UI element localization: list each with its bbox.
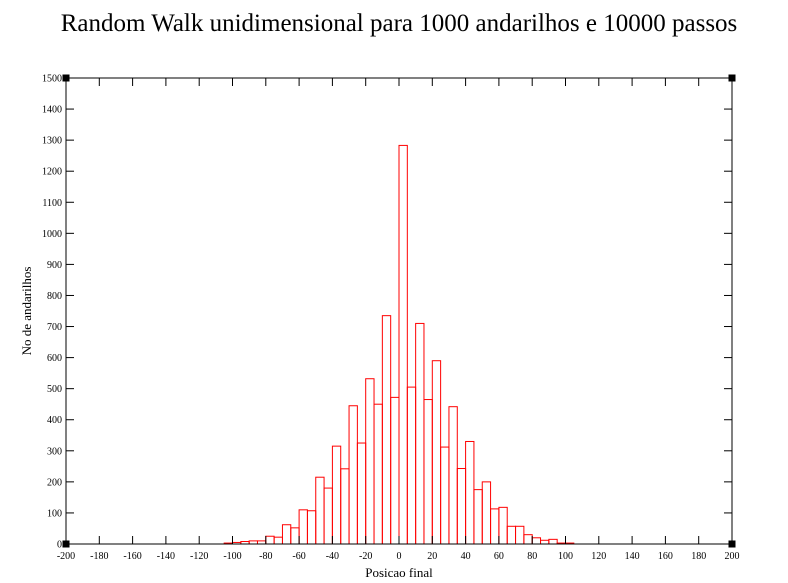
histogram-bar — [498, 506, 508, 545]
histogram-bar — [490, 508, 500, 545]
histogram-bar — [523, 534, 533, 545]
y-tick-label: 800 — [47, 291, 62, 302]
x-tick-label: -120 — [190, 551, 208, 562]
histogram-bar — [398, 144, 408, 545]
histogram-bar — [540, 539, 550, 545]
histogram-bar — [515, 525, 525, 545]
axis-ticks: -200 -180 -160 -140 -120 -100 -80 -60 -40 -20 0 20 4… — [42, 74, 740, 563]
histogram-bar — [340, 468, 350, 545]
x-axis-label: Posicao final — [365, 565, 433, 580]
x-tick-label: -140 — [157, 551, 175, 562]
histogram-bar — [323, 487, 333, 545]
y-tick-label: 400 — [47, 415, 62, 426]
y-tick-label: 300 — [47, 446, 62, 457]
x-tick-label: 20 — [427, 551, 437, 562]
y-tick-label: 500 — [47, 384, 62, 395]
histogram-bar — [506, 525, 517, 545]
x-tick-label: 60 — [494, 551, 504, 562]
histogram-bar — [348, 405, 358, 545]
histogram-bar — [281, 524, 292, 545]
histogram-bar — [415, 322, 425, 545]
x-tick-label: 200 — [725, 551, 740, 562]
histogram-bar — [306, 510, 317, 545]
y-tick-label: 0 — [57, 540, 62, 551]
histogram-bar — [456, 468, 467, 545]
histogram-bar — [390, 396, 400, 545]
histogram-bar — [290, 527, 300, 545]
x-tick-label: -40 — [326, 551, 339, 562]
histogram-bar — [548, 538, 558, 545]
y-tick-label: 900 — [47, 260, 62, 271]
x-tick-label: 40 — [461, 551, 471, 562]
histogram-bar — [531, 537, 542, 545]
y-tick-label: 600 — [47, 353, 62, 364]
histogram-bar — [298, 509, 308, 545]
x-tick-label: -180 — [90, 551, 108, 562]
x-tick-label: 160 — [658, 551, 673, 562]
plot-frame — [65, 77, 733, 545]
y-tick-label: 1400 — [42, 105, 62, 116]
x-tick-label: 120 — [591, 551, 606, 562]
y-axis-label: No de andarilhos — [19, 267, 34, 356]
corner-marker — [728, 540, 736, 548]
x-tick-label: -160 — [123, 551, 141, 562]
histogram-bar — [481, 481, 492, 545]
histogram-bar — [373, 403, 383, 545]
plot-corner-markers — [62, 74, 736, 548]
y-tick-label: 1500 — [42, 74, 62, 85]
y-tick-label: 1000 — [42, 229, 62, 240]
corner-marker — [62, 540, 70, 548]
histogram-bar — [265, 535, 275, 545]
x-tick-label: -80 — [259, 551, 272, 562]
x-tick-label: 80 — [527, 551, 537, 562]
corner-marker — [62, 74, 70, 82]
histogram-bar — [440, 446, 450, 545]
histogram-bar — [356, 442, 367, 545]
x-tick-label: -20 — [359, 551, 372, 562]
histogram-bar — [381, 315, 392, 545]
y-tick-label: 1100 — [42, 198, 62, 209]
histogram-bar — [315, 476, 325, 545]
y-tick-label: 200 — [47, 477, 62, 488]
y-tick-label: 100 — [47, 508, 62, 519]
histogram-bar — [465, 440, 475, 545]
histogram-bar — [331, 445, 342, 545]
x-tick-label: -100 — [223, 551, 241, 562]
y-tick-label: 700 — [47, 322, 62, 333]
x-tick-label: -200 — [57, 551, 75, 562]
x-tick-label: 0 — [397, 551, 402, 562]
histogram-bar — [448, 406, 458, 545]
x-tick-label: 180 — [691, 551, 706, 562]
histogram-bar — [423, 399, 433, 545]
histogram-bar — [473, 489, 483, 545]
histogram-bar — [365, 378, 375, 545]
histogram-bar — [406, 386, 417, 545]
chart-title: Random Walk unidimensional para 1000 and… — [61, 10, 738, 37]
x-tick-label: 140 — [625, 551, 640, 562]
histogram-bar — [273, 536, 283, 545]
histogram-bar — [431, 360, 442, 545]
y-tick-label: 1300 — [42, 136, 62, 147]
histogram-bars — [223, 144, 575, 545]
x-tick-label: 100 — [558, 551, 573, 562]
corner-marker — [728, 74, 736, 82]
y-tick-label: 1200 — [42, 167, 62, 178]
x-tick-label: -60 — [292, 551, 305, 562]
